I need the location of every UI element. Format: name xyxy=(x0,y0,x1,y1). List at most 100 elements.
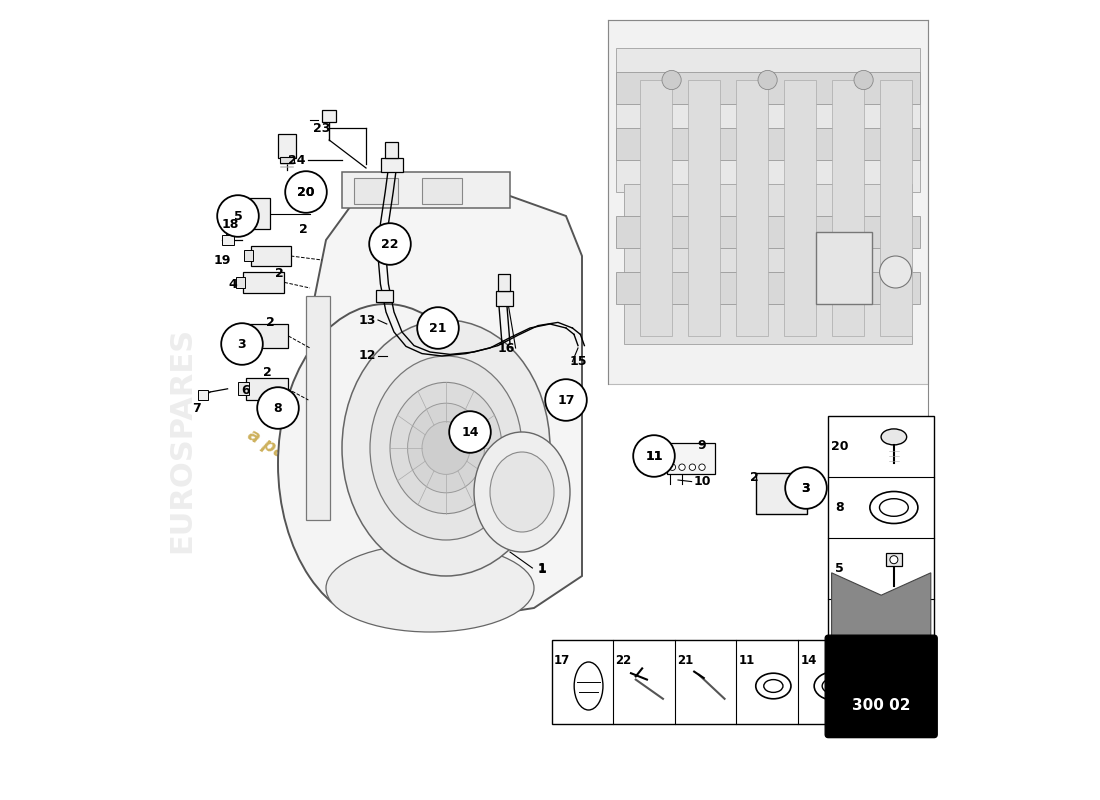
Bar xyxy=(886,554,902,566)
Bar xyxy=(624,184,912,344)
Bar xyxy=(342,172,510,208)
Circle shape xyxy=(217,195,258,237)
Text: 1: 1 xyxy=(538,562,547,574)
Text: 3: 3 xyxy=(802,482,811,494)
Text: 24: 24 xyxy=(287,154,305,166)
Bar xyxy=(236,330,246,342)
Bar xyxy=(616,216,920,248)
Bar xyxy=(616,48,920,192)
Circle shape xyxy=(634,435,674,477)
Text: 2: 2 xyxy=(275,267,284,280)
Text: 19: 19 xyxy=(213,254,231,266)
Ellipse shape xyxy=(326,544,534,632)
Bar xyxy=(607,20,927,384)
Circle shape xyxy=(890,556,898,564)
Bar xyxy=(243,250,253,261)
Text: 11: 11 xyxy=(646,450,662,462)
Text: 18: 18 xyxy=(221,218,239,230)
Circle shape xyxy=(890,619,898,627)
Text: a passion for parts since 1993: a passion for parts since 1993 xyxy=(244,426,504,598)
Text: 4: 4 xyxy=(228,278,236,290)
Text: 11: 11 xyxy=(646,450,662,462)
Ellipse shape xyxy=(390,382,502,514)
Bar xyxy=(757,473,806,514)
Bar xyxy=(375,290,393,302)
Bar xyxy=(496,291,514,306)
Text: 8: 8 xyxy=(835,501,844,514)
Ellipse shape xyxy=(870,491,917,523)
Bar xyxy=(736,80,768,336)
Circle shape xyxy=(679,464,685,470)
Circle shape xyxy=(285,171,327,213)
Text: 8: 8 xyxy=(274,402,283,414)
Ellipse shape xyxy=(278,304,494,624)
Bar xyxy=(222,235,234,245)
Bar xyxy=(422,178,462,204)
Circle shape xyxy=(662,70,681,90)
Circle shape xyxy=(221,323,263,365)
Text: 10: 10 xyxy=(693,475,711,488)
Circle shape xyxy=(669,464,675,470)
Bar xyxy=(246,378,287,400)
Text: 21: 21 xyxy=(429,322,447,334)
Text: 2: 2 xyxy=(265,316,274,329)
Bar xyxy=(887,617,901,629)
Circle shape xyxy=(370,223,410,265)
Polygon shape xyxy=(832,573,931,638)
Ellipse shape xyxy=(756,674,791,699)
Ellipse shape xyxy=(822,678,848,694)
Text: 22: 22 xyxy=(382,238,398,250)
Bar xyxy=(198,390,208,400)
Bar xyxy=(551,640,859,724)
Text: 5: 5 xyxy=(233,210,242,222)
Bar xyxy=(688,80,719,336)
Ellipse shape xyxy=(370,356,522,540)
Circle shape xyxy=(417,307,459,349)
Polygon shape xyxy=(310,176,582,624)
Text: EUROSPARES: EUROSPARES xyxy=(167,327,197,553)
Ellipse shape xyxy=(763,680,783,693)
Text: 7: 7 xyxy=(192,402,201,414)
Text: 1: 1 xyxy=(538,563,547,576)
Text: 20: 20 xyxy=(297,186,315,198)
Bar xyxy=(385,142,398,158)
Bar xyxy=(354,178,398,204)
Ellipse shape xyxy=(814,672,856,701)
Text: 2: 2 xyxy=(749,471,758,484)
Text: 12: 12 xyxy=(359,350,376,362)
Bar xyxy=(278,134,296,158)
Circle shape xyxy=(449,411,491,453)
Circle shape xyxy=(880,256,912,288)
Text: 15: 15 xyxy=(570,355,586,368)
Circle shape xyxy=(785,467,827,509)
Ellipse shape xyxy=(474,432,570,552)
Bar xyxy=(832,80,864,336)
Circle shape xyxy=(698,464,705,470)
Text: 3: 3 xyxy=(802,482,811,494)
Text: 20: 20 xyxy=(830,440,848,453)
Circle shape xyxy=(758,70,778,90)
Ellipse shape xyxy=(881,429,906,445)
Bar xyxy=(244,324,288,348)
Ellipse shape xyxy=(880,498,909,516)
Circle shape xyxy=(635,437,673,475)
Bar xyxy=(322,110,337,122)
Text: 3: 3 xyxy=(835,623,844,636)
Bar xyxy=(243,272,285,293)
Ellipse shape xyxy=(422,422,470,474)
Circle shape xyxy=(854,70,873,90)
Bar xyxy=(306,296,330,520)
Ellipse shape xyxy=(408,403,484,493)
Text: 23: 23 xyxy=(314,122,331,134)
Bar xyxy=(238,382,250,395)
Text: 16: 16 xyxy=(497,342,515,354)
Circle shape xyxy=(287,173,326,211)
Circle shape xyxy=(546,379,586,421)
Text: 20: 20 xyxy=(297,186,315,198)
Text: 13: 13 xyxy=(359,314,376,326)
Circle shape xyxy=(257,387,299,429)
Text: 2: 2 xyxy=(299,223,308,236)
Bar xyxy=(235,277,245,288)
Bar xyxy=(828,416,934,660)
Bar xyxy=(230,210,250,226)
